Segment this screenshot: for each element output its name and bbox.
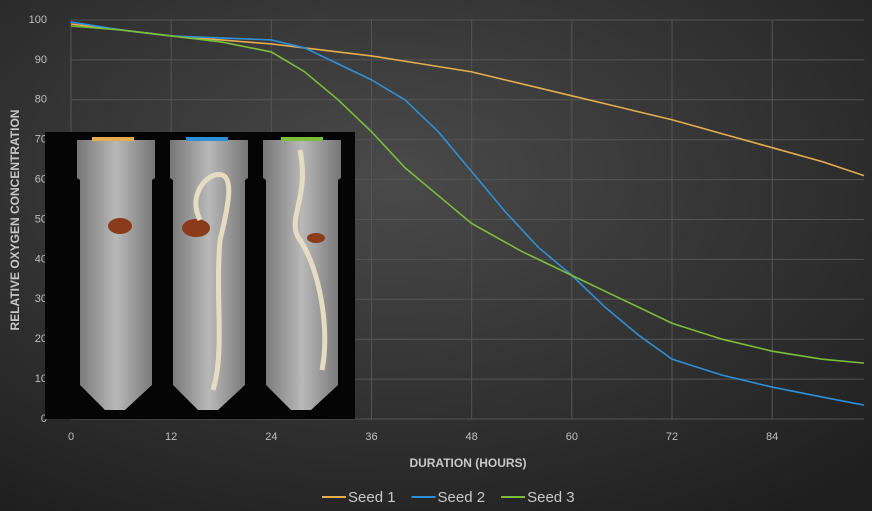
legend-label: Seed 2 <box>438 489 486 506</box>
x-tick-label: 60 <box>566 431 578 443</box>
y-tick-label: 40 <box>35 253 47 265</box>
x-tick-label: 48 <box>466 431 478 443</box>
y-tick-label: 80 <box>35 94 47 106</box>
legend: Seed 1 Seed 2 Seed 3 <box>322 489 575 506</box>
inset-photo <box>45 132 355 419</box>
y-tick-label: 10 <box>35 373 47 385</box>
data-line <box>70 25 865 364</box>
y-tick-label: 60 <box>35 174 47 186</box>
x-tick-label: 84 <box>766 431 778 443</box>
y-tick-label: 20 <box>35 333 47 345</box>
y-tick-label: 90 <box>35 54 47 66</box>
legend-label: Seed 3 <box>527 489 575 506</box>
y-tick-label: 100 <box>29 14 47 26</box>
x-tick-label: 36 <box>365 431 377 443</box>
y-tick-label: 0 <box>41 413 47 425</box>
y-tick-label: 30 <box>35 293 47 305</box>
y-axis-title: RELATIVE OXYGEN CONCENTRATION <box>8 110 22 331</box>
x-tick-label: 24 <box>265 431 277 443</box>
legend-label: Seed 1 <box>348 489 396 506</box>
x-tick-label: 72 <box>666 431 678 443</box>
data-line <box>70 23 865 177</box>
y-tick-label: 50 <box>35 213 47 225</box>
plot-lines <box>70 21 865 406</box>
x-tick-label: 0 <box>68 431 74 443</box>
y-tick-label: 70 <box>35 134 47 146</box>
x-tick-label: 12 <box>165 431 177 443</box>
data-line <box>70 21 865 406</box>
x-axis-title: DURATION (HOURS) <box>409 456 526 470</box>
